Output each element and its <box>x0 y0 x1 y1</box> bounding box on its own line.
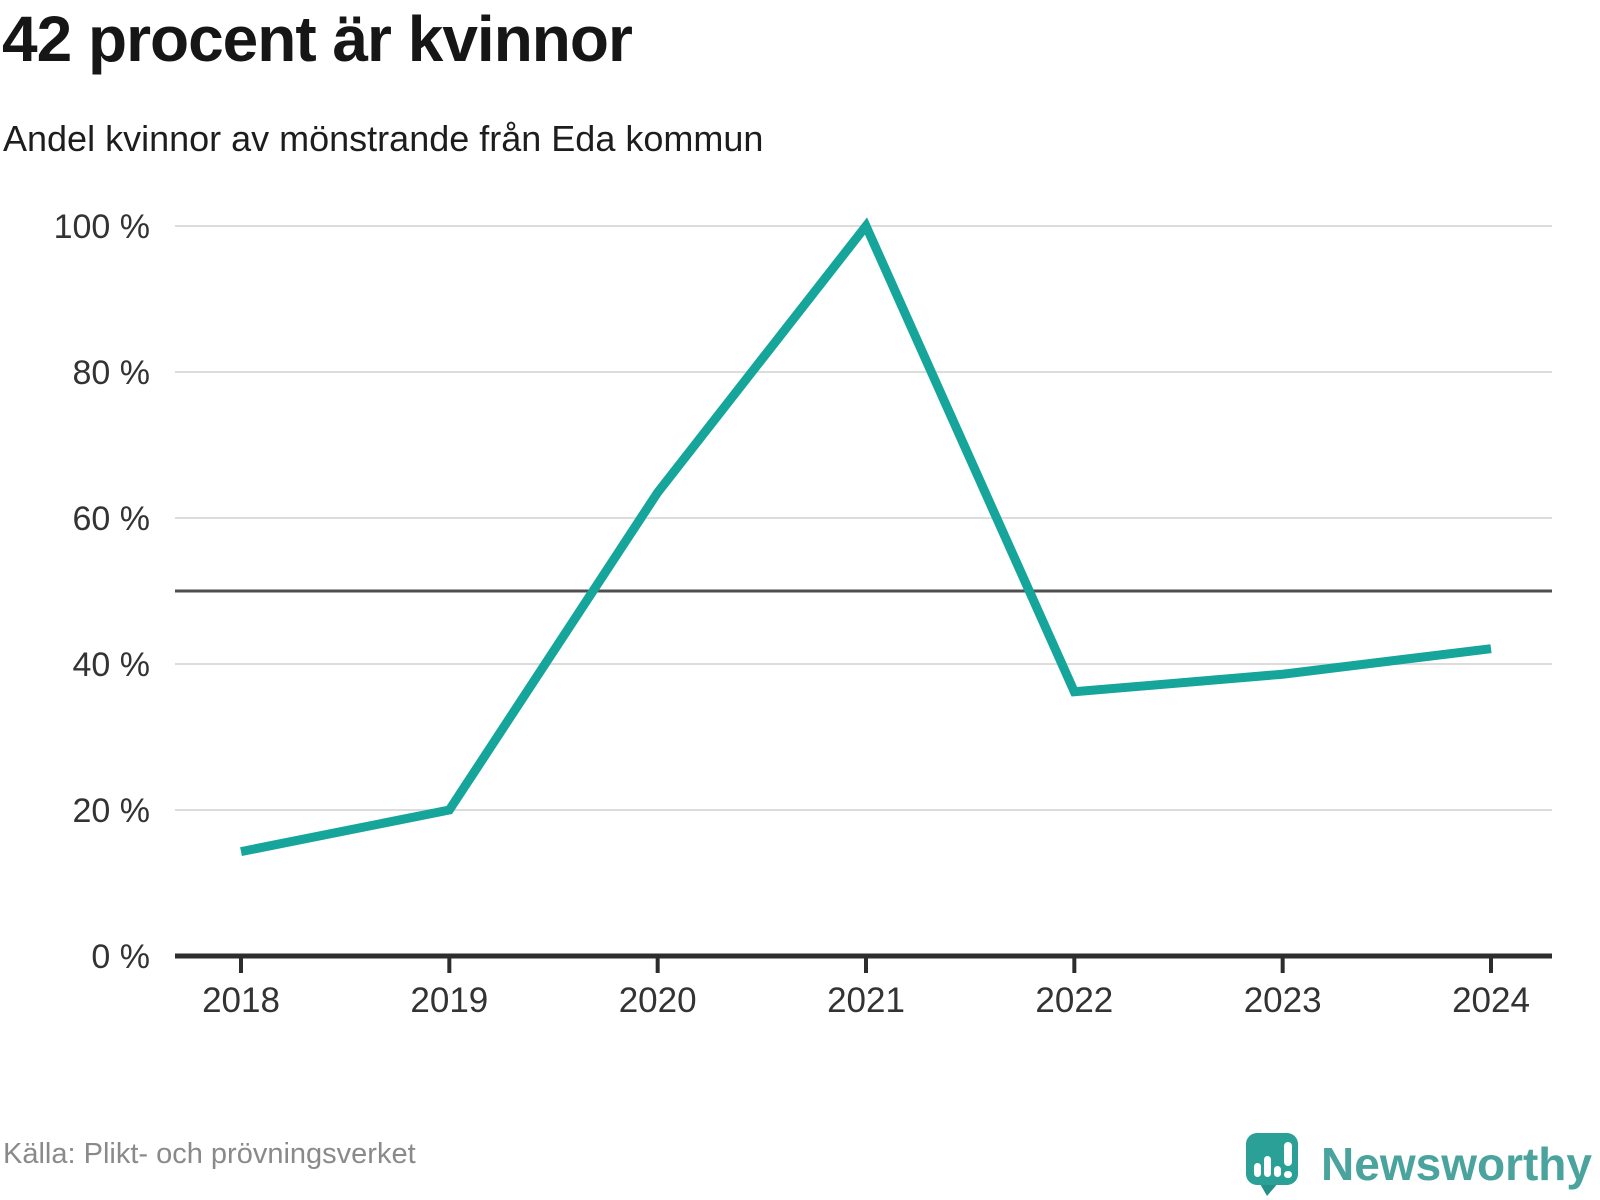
newsworthy-logo: Newsworthy <box>1245 1132 1592 1196</box>
y-tick-label: 40 % <box>73 646 151 684</box>
x-tick-label: 2022 <box>1035 981 1113 1020</box>
x-tick-label: 2019 <box>410 981 488 1020</box>
newsworthy-logo-icon <box>1246 1133 1299 1196</box>
chart-title: 42 procent är kvinnor <box>2 3 633 75</box>
y-tick-label: 100 % <box>54 208 150 246</box>
chart-subtitle: Andel kvinnor av mönstrande från Eda kom… <box>3 118 764 159</box>
newsworthy-wordmark: Newsworthy <box>1321 1138 1592 1190</box>
x-tick-label: 2021 <box>827 981 905 1020</box>
x-tick-label: 2018 <box>202 981 280 1020</box>
x-tick-label: 2024 <box>1452 981 1530 1020</box>
source-note: Källa: Plikt- och prövningsverket <box>3 1138 416 1170</box>
data-line <box>240 217 1492 857</box>
y-tick-label: 80 % <box>73 354 151 392</box>
y-tick-label: 20 % <box>73 792 151 830</box>
x-tick-label: 2020 <box>619 981 697 1020</box>
y-tick-label: 60 % <box>73 500 151 538</box>
y-tick-label: 0 % <box>91 938 150 976</box>
x-tick-label: 2023 <box>1244 981 1322 1020</box>
